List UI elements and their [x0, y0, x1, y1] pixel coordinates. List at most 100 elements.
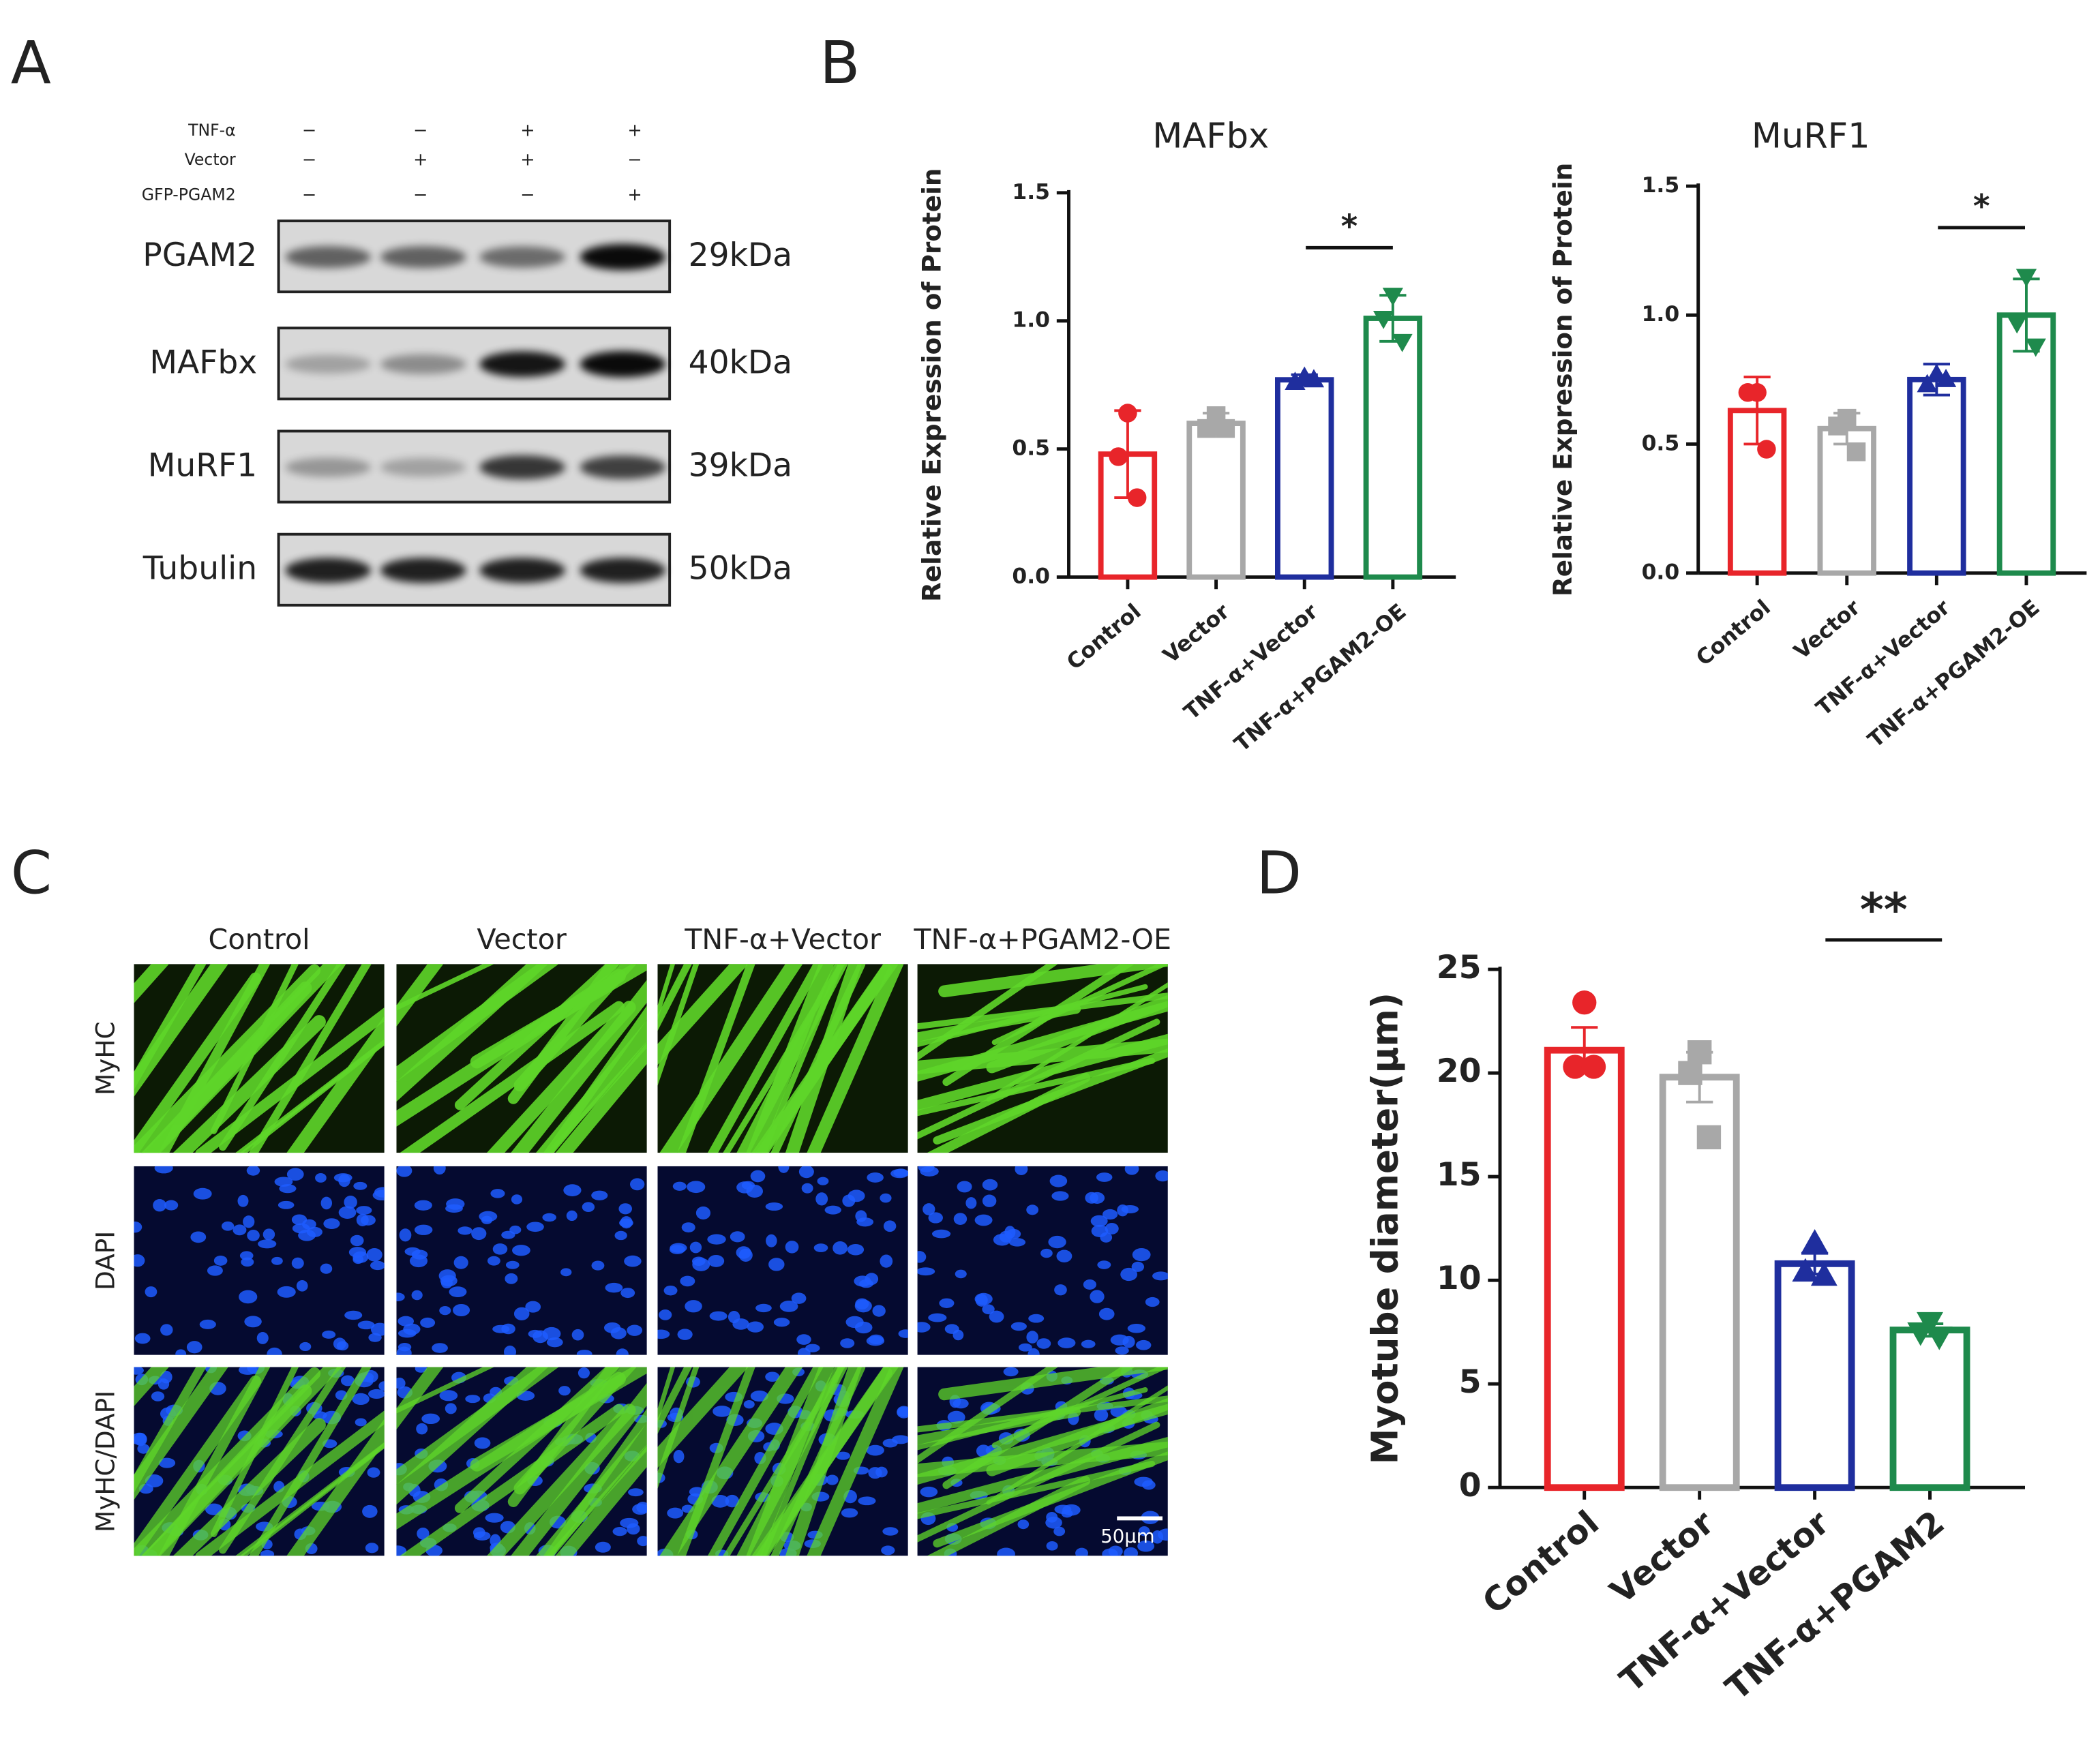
nucleus [1136, 1339, 1152, 1350]
nucleus [614, 1230, 627, 1241]
nucleus [501, 1323, 515, 1335]
nucleus [636, 1502, 647, 1513]
nucleus [439, 1390, 458, 1401]
micrograph [134, 964, 385, 1153]
nucleus [1105, 1223, 1119, 1234]
nucleus [1132, 1248, 1151, 1262]
myotube [396, 964, 444, 1027]
data-point [1696, 1125, 1722, 1150]
data-point [2025, 338, 2046, 357]
nucleus [1054, 1284, 1067, 1296]
micrograph [396, 964, 647, 1153]
data-point [1118, 404, 1137, 423]
y-tick-label: 0.5 [1642, 431, 1680, 455]
scale-bar-label: 50μm [1100, 1526, 1154, 1547]
nucleus [939, 1298, 955, 1308]
nucleus [396, 1166, 412, 1177]
nucleus [525, 1301, 541, 1313]
myotube [210, 1367, 299, 1538]
nucleus [490, 1189, 505, 1198]
nucleus [158, 1457, 176, 1468]
y-tick-label: 1.5 [1642, 173, 1680, 198]
micrograph [917, 1166, 1168, 1355]
nucleus [238, 1367, 258, 1375]
nucleus [659, 1309, 672, 1320]
nucleus [1145, 1297, 1160, 1307]
data-point [1792, 1258, 1819, 1282]
nucleus [239, 1290, 258, 1304]
nucleus [865, 1273, 879, 1286]
nucleus [256, 1332, 269, 1344]
nucleus [736, 1181, 753, 1194]
myotube [746, 964, 835, 1153]
nucleus [190, 1231, 207, 1243]
nucleus [420, 1317, 436, 1328]
myotube [917, 1057, 1156, 1117]
nucleus [689, 1241, 702, 1254]
myotube [486, 1001, 636, 1153]
data-point [1925, 1327, 1953, 1350]
nucleus [352, 1393, 370, 1406]
nucleus [353, 1181, 368, 1190]
myotube [210, 964, 299, 1134]
nucleus [1006, 1228, 1021, 1239]
nucleus [370, 1322, 385, 1336]
nucleus [845, 1316, 864, 1329]
nucleus [1155, 1170, 1168, 1182]
nucleus [1048, 1235, 1066, 1249]
data-point [1372, 310, 1394, 329]
nucleus [1010, 1322, 1027, 1331]
nucleus [243, 1215, 255, 1228]
condition-sign: + [520, 150, 535, 170]
nucleus [362, 1504, 378, 1518]
nucleus [612, 1527, 627, 1536]
nucleus [355, 1418, 367, 1427]
myotube [760, 964, 844, 1153]
nucleus [415, 1367, 427, 1373]
nucleus [965, 1197, 977, 1209]
myotube [511, 980, 647, 1153]
nucleus [743, 1399, 755, 1409]
nucleus [1120, 1267, 1138, 1282]
myotube [807, 964, 904, 1153]
nucleus [620, 1517, 639, 1528]
nucleus [610, 1327, 627, 1339]
nucleus [582, 1202, 595, 1213]
blot-band [285, 246, 372, 269]
nucleus [306, 1226, 322, 1237]
myotube [134, 964, 207, 1090]
nucleus [158, 1378, 170, 1390]
nucleus [414, 1200, 432, 1211]
nucleus [1045, 1516, 1062, 1529]
nucleus [160, 1324, 173, 1336]
nucleus [445, 1403, 457, 1414]
nucleus [278, 1200, 295, 1209]
nucleus [779, 1301, 798, 1312]
nucleus [892, 1435, 908, 1444]
nucleus [1058, 1337, 1076, 1348]
nucleus [154, 1166, 173, 1174]
protein-size: 50kDa [689, 550, 792, 588]
nucleus [695, 1206, 711, 1220]
myotube [249, 1367, 372, 1556]
micrograph-bg [917, 1166, 1168, 1355]
nucleus [237, 1194, 249, 1207]
significance-label: ** [1860, 883, 1908, 936]
nucleus [824, 1205, 841, 1215]
nucleus [628, 1488, 644, 1497]
nucleus [481, 1215, 493, 1224]
nucleus [708, 1254, 725, 1267]
nucleus [271, 1256, 283, 1265]
nucleus [433, 1166, 446, 1175]
myotube [400, 1404, 625, 1556]
y-tick-label: 0.5 [1012, 436, 1050, 461]
myotube [657, 964, 749, 1065]
nucleus [344, 1310, 363, 1320]
myotube [723, 1367, 845, 1556]
protein-name: MuRF1 [148, 447, 257, 485]
data-point [1581, 1055, 1606, 1079]
nucleus [1083, 1279, 1096, 1290]
micrograph [396, 1367, 647, 1556]
condition-label: GFP-PGAM2 [142, 185, 236, 204]
